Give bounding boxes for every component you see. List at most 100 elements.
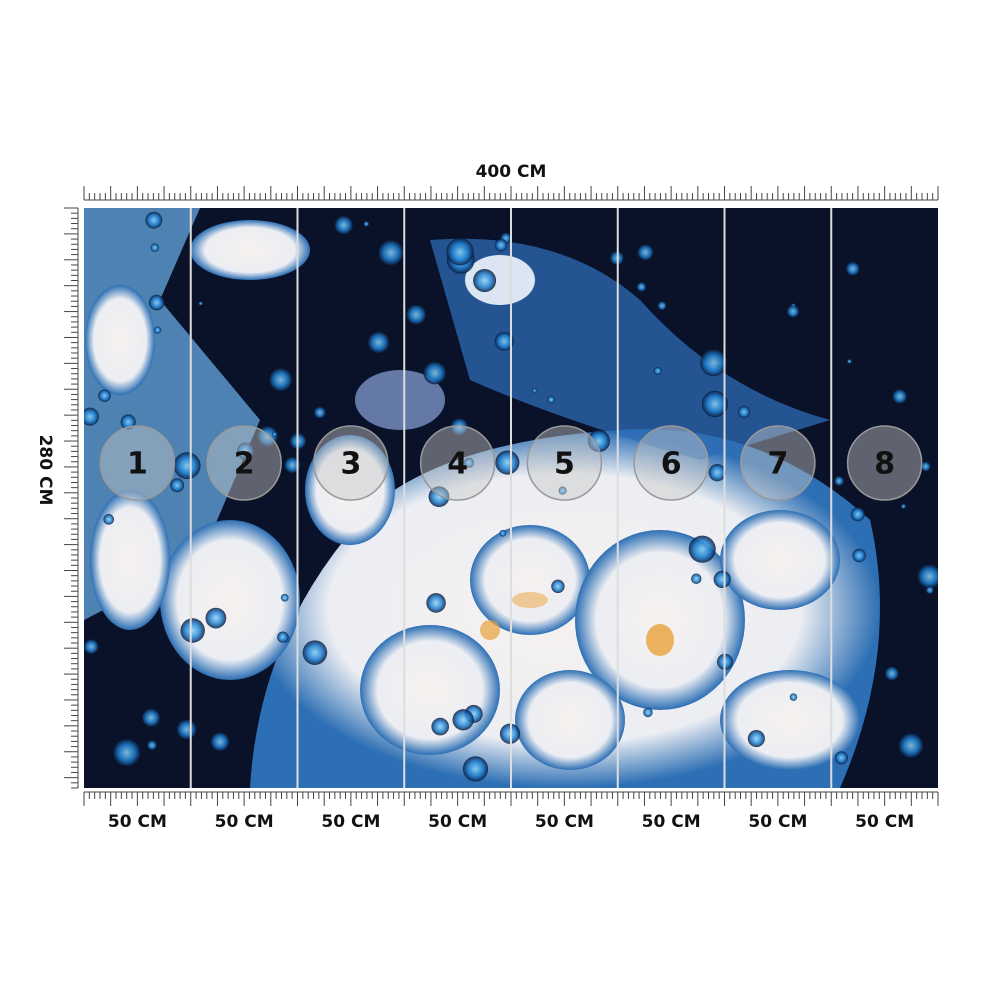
- panel-number: 5: [554, 447, 575, 482]
- paint-cell: [700, 349, 728, 377]
- paint-cell: [688, 535, 716, 563]
- paint-cell: [148, 294, 165, 311]
- paint-cell: [423, 361, 447, 385]
- paint-cell: [643, 707, 653, 718]
- paint-cell: [834, 476, 844, 486]
- paint-cell: [786, 305, 800, 318]
- panel-number: 3: [340, 447, 361, 482]
- panel-width: 50 CM: [535, 812, 594, 832]
- paint-cell: [691, 573, 702, 584]
- paint-cell: [147, 740, 157, 751]
- paint-cell: [145, 211, 163, 229]
- paint-cell: [272, 431, 278, 437]
- paint-cell: [452, 709, 474, 731]
- panel-number: 4: [447, 447, 468, 482]
- panel-width: 50 CM: [748, 812, 807, 832]
- paint-cell: [334, 215, 353, 235]
- paint-cell: [180, 618, 205, 643]
- paint-cell: [852, 548, 866, 563]
- paint-cell: [847, 359, 852, 364]
- paint-cell: [850, 507, 865, 522]
- panel-badge: [206, 425, 282, 501]
- paint-cell: [547, 395, 556, 404]
- paint-cell: [446, 238, 474, 266]
- paint-cell: [113, 739, 141, 767]
- paint-cell: [363, 221, 370, 227]
- paint-cell: [834, 751, 848, 765]
- paint-cell: [494, 238, 508, 252]
- paint-cell: [587, 429, 611, 453]
- panel-number: 6: [661, 447, 682, 482]
- paint-cell: [280, 593, 289, 602]
- panel-badge: [99, 425, 176, 501]
- paint-cell: [277, 631, 289, 643]
- paint-cell: [173, 452, 201, 480]
- paint-cell: [142, 708, 161, 727]
- paint-cell: [737, 405, 751, 419]
- paint-cell: [494, 331, 514, 351]
- paint-cell: [153, 326, 162, 334]
- paint-cell: [378, 240, 404, 266]
- paint-cell: [367, 331, 390, 354]
- paint-cell: [210, 732, 230, 752]
- panel-badge: [846, 425, 923, 501]
- paint-cell: [920, 461, 931, 472]
- paint-cell: [926, 586, 934, 594]
- paint-cell: [495, 450, 520, 475]
- panel-width: 50 CM: [108, 812, 167, 832]
- panel-badge: [419, 425, 496, 501]
- paint-cell: [198, 301, 203, 306]
- paint-cell: [532, 388, 537, 393]
- panel-width: 50 CM: [215, 812, 274, 832]
- paint-cell: [713, 570, 731, 589]
- paint-cell: [884, 666, 899, 681]
- panel-width: 50 CM: [855, 812, 914, 832]
- paint-cell: [917, 564, 938, 589]
- paint-cell: [473, 269, 497, 293]
- panel-number: 7: [767, 447, 788, 482]
- paint-cell: [636, 282, 647, 292]
- panel-width: 50 CM: [428, 812, 487, 832]
- paint-cell: [657, 301, 667, 311]
- paint-cell: [98, 389, 111, 402]
- paint-cell: [900, 503, 906, 509]
- panel-width: 50 CM: [642, 812, 701, 832]
- paint-cell: [551, 579, 565, 594]
- paint-cell: [406, 304, 427, 325]
- paint-cell: [431, 717, 450, 736]
- width-label: 400 CM: [476, 162, 547, 182]
- panel-badge: [740, 425, 816, 501]
- paint-cell: [708, 463, 726, 482]
- paint-cell: [426, 593, 446, 613]
- paint-cell: [176, 719, 197, 740]
- paint-cell: [789, 693, 798, 701]
- panel-width: 50 CM: [321, 812, 380, 832]
- paint-cell: [898, 733, 924, 758]
- paint-cell: [462, 756, 489, 782]
- paint-cell: [313, 406, 326, 419]
- paint-cell: [463, 457, 475, 468]
- paint-cell: [653, 366, 662, 375]
- paint-cell: [845, 261, 860, 276]
- paint-cell: [84, 639, 99, 655]
- paint-cell: [747, 730, 765, 748]
- paint-cell: [236, 442, 255, 460]
- paint-cell: [84, 407, 100, 426]
- panel-number: 1: [127, 447, 148, 482]
- height-label: 280 CM: [35, 435, 55, 506]
- paint-cell: [269, 368, 293, 392]
- paint-cell: [170, 478, 185, 493]
- panel-badge: [633, 425, 709, 501]
- paint-cell: [701, 390, 729, 418]
- panel-number: 8: [874, 447, 895, 482]
- paint-cell: [892, 389, 907, 404]
- paint-cell: [103, 514, 115, 525]
- paint-cell: [150, 243, 160, 252]
- panel-badge: [526, 425, 603, 501]
- paint-cell: [302, 640, 328, 665]
- paint-cell: [205, 607, 227, 629]
- paint-cell: [637, 244, 654, 261]
- paint-cell: [558, 486, 567, 495]
- paint-cell: [284, 456, 301, 474]
